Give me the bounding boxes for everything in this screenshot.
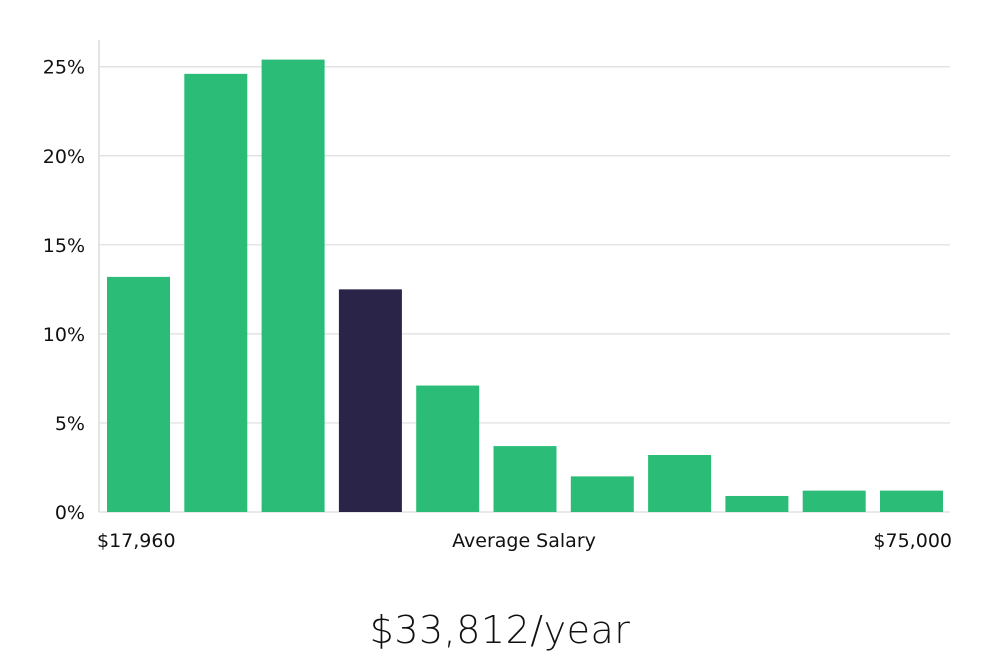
average-salary-value: $33,812/year [369,608,631,652]
salary-distribution-chart: 0%5%10%15%20%25% $17,960 Average Salary … [43,40,952,552]
bar [648,455,712,512]
y-tick-label: 20% [43,146,85,168]
bar [493,446,557,512]
bar [570,476,634,512]
y-tick-label: 25% [43,57,85,79]
bar [261,59,325,512]
y-axis-ticks: 0% 5% 10% 15% 20% 25% [43,57,85,524]
bar [107,276,170,512]
bar-highlighted [338,289,402,512]
x-label-average-salary: Average Salary [452,530,596,552]
bar [880,490,943,512]
y-tick-label: 0% [55,502,85,524]
x-label-min: $17,960 [97,530,176,552]
y-tick-label: 10% [43,324,85,346]
y-tick-label: 5% [55,413,85,435]
y-tick-label: 15% [43,235,85,257]
bars [107,59,943,513]
bar [184,73,248,513]
bar [802,490,866,512]
x-label-max: $75,000 [873,530,952,552]
bar [416,385,480,512]
bar [725,495,789,512]
